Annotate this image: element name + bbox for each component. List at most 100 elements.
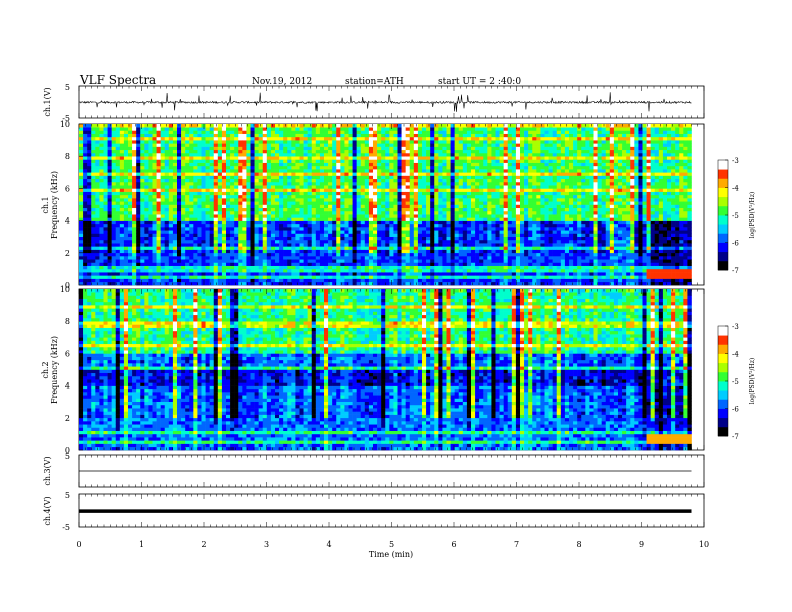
spectrogram-cell bbox=[324, 185, 329, 189]
spectrogram-cell bbox=[287, 227, 292, 231]
spectrogram-cell bbox=[352, 204, 357, 209]
spectrogram-cell bbox=[87, 207, 92, 212]
spectrogram-cell bbox=[238, 181, 243, 186]
spectrogram-cell bbox=[177, 278, 182, 283]
spectrogram-cell bbox=[217, 207, 223, 212]
spectrogram-cell bbox=[462, 268, 468, 273]
spectrogram-cell bbox=[458, 162, 464, 167]
spectrogram-cell bbox=[324, 275, 329, 279]
spectrogram-cell bbox=[111, 207, 117, 212]
spectrogram-cell bbox=[360, 246, 366, 250]
spectrogram-cell bbox=[185, 172, 190, 176]
spectrogram-cell bbox=[115, 175, 121, 180]
spectrogram-cell bbox=[87, 281, 92, 286]
spectrogram-cell bbox=[303, 233, 308, 237]
spectrogram-cell bbox=[197, 230, 202, 234]
spectrogram-cell bbox=[119, 214, 125, 218]
spectrogram-cell bbox=[413, 210, 419, 215]
spectrogram-cell bbox=[311, 259, 317, 263]
spectrogram-cell bbox=[172, 272, 178, 276]
spectrogram-cell bbox=[242, 275, 247, 279]
spectrogram-cell bbox=[471, 162, 476, 167]
spectrogram-cell bbox=[107, 169, 112, 173]
spectrogram-cell bbox=[152, 149, 157, 154]
spectrogram-cell bbox=[340, 256, 345, 260]
spectrogram-cell bbox=[128, 175, 133, 180]
spectrogram-cell bbox=[422, 246, 427, 250]
spectrogram-cell bbox=[360, 188, 366, 192]
spectrogram-cell bbox=[185, 275, 190, 279]
spectrogram-cell bbox=[275, 252, 280, 257]
spectrogram-cell bbox=[458, 233, 464, 237]
spectrogram-cell bbox=[438, 181, 443, 186]
spectrogram-cell bbox=[283, 172, 288, 176]
spectrogram-cell bbox=[295, 220, 300, 225]
spectrogram-cell bbox=[405, 178, 411, 183]
spectrogram-cell bbox=[168, 265, 174, 270]
spectrogram-cell bbox=[221, 149, 227, 154]
spectrogram-cell bbox=[336, 140, 341, 144]
spectrogram-cell bbox=[140, 133, 145, 138]
spectrogram-cell bbox=[328, 156, 333, 160]
spectrogram-cell bbox=[270, 185, 276, 189]
spectrogram-cell bbox=[446, 214, 451, 218]
spectrogram-cell bbox=[426, 265, 431, 270]
spectrogram-cell bbox=[450, 275, 455, 279]
spectrogram-cell bbox=[83, 259, 88, 263]
spectrogram-cell bbox=[291, 243, 296, 247]
spectrogram-cell bbox=[254, 198, 259, 202]
spectrogram-cell bbox=[111, 265, 117, 270]
spectrogram-cell bbox=[458, 230, 464, 234]
spectrogram-cell bbox=[123, 265, 129, 270]
spectrogram-cell bbox=[213, 140, 219, 144]
spectrogram-cell bbox=[177, 149, 182, 154]
spectrogram-cell bbox=[164, 252, 170, 257]
spectrogram-cell bbox=[471, 272, 476, 276]
spectrogram-cell bbox=[422, 133, 427, 138]
spectrogram-cell bbox=[83, 169, 88, 173]
spectrogram-cell bbox=[336, 249, 341, 254]
spectrogram-cell bbox=[340, 156, 345, 160]
spectrogram-cell bbox=[307, 265, 313, 270]
spectrogram-cell bbox=[471, 201, 476, 205]
spectrogram-cell bbox=[270, 265, 276, 270]
spectrogram-cell bbox=[181, 220, 186, 225]
spectrogram-cell bbox=[115, 198, 121, 202]
spectrogram-cell bbox=[405, 272, 411, 276]
spectrogram-cell bbox=[79, 272, 84, 276]
spectrogram-cell bbox=[340, 262, 345, 266]
spectrogram-cell bbox=[385, 252, 390, 257]
spectrogram-cell bbox=[356, 230, 362, 234]
spectrogram-cell bbox=[230, 268, 235, 273]
spectrogram-cell bbox=[172, 188, 178, 192]
spectrogram-cell bbox=[434, 130, 439, 134]
spectrogram-cell bbox=[209, 165, 215, 170]
spectrogram-cell bbox=[221, 252, 227, 257]
spectrogram-cell bbox=[475, 220, 480, 225]
spectrogram-cell bbox=[319, 220, 325, 225]
spectrogram-cell bbox=[454, 130, 460, 134]
spectrogram-cell bbox=[430, 210, 435, 215]
spectrogram-cell bbox=[340, 136, 345, 141]
spectrogram-cell bbox=[401, 272, 406, 276]
spectrogram-cell bbox=[479, 169, 484, 173]
spectrogram-cell bbox=[275, 169, 280, 173]
spectrogram-cell bbox=[479, 220, 484, 225]
spectrogram-cell bbox=[148, 133, 153, 138]
spectrogram-cell bbox=[193, 227, 198, 231]
spectrogram-cell bbox=[79, 159, 84, 163]
spectrogram-cell bbox=[156, 281, 161, 286]
spectrogram-cell bbox=[181, 133, 186, 138]
spectrogram-cell bbox=[328, 243, 333, 247]
spectrogram-cell bbox=[397, 181, 402, 186]
spectrogram-cell bbox=[475, 210, 480, 215]
spectrogram-cell bbox=[409, 239, 415, 244]
spectrogram-cell bbox=[450, 127, 455, 131]
spectrogram-cell bbox=[434, 152, 439, 157]
spectrogram-cell bbox=[87, 162, 92, 167]
spectrogram-cell bbox=[307, 201, 313, 205]
spectrogram-cell bbox=[319, 227, 325, 231]
spectrogram-cell bbox=[360, 140, 366, 144]
spectrogram-cell bbox=[409, 278, 415, 283]
spectrogram-cell bbox=[364, 143, 370, 147]
